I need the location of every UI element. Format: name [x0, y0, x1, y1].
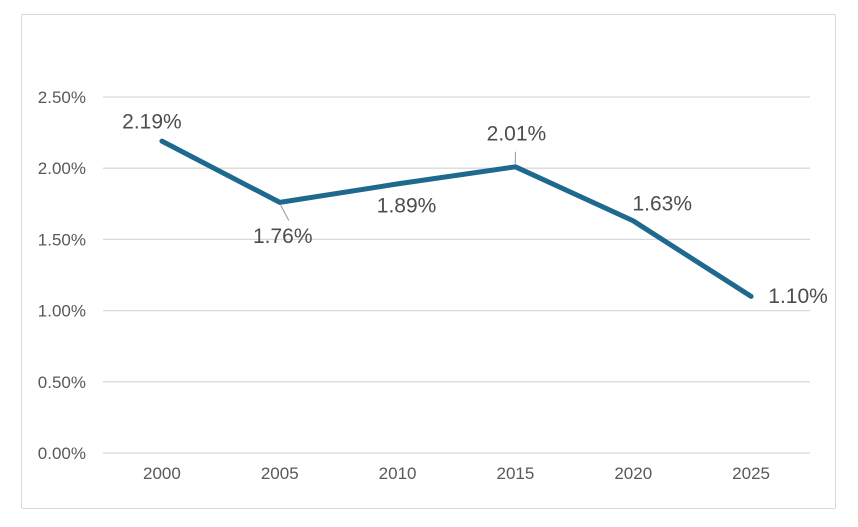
x-axis-tick-label: 2005	[261, 464, 299, 483]
x-axis-tick-label: 2010	[379, 464, 417, 483]
x-axis-tick-label: 2025	[732, 464, 770, 483]
y-axis-tick-label: 1.50%	[38, 230, 86, 249]
data-label: 1.10%	[768, 285, 828, 308]
x-axis-tick-label: 2000	[143, 464, 181, 483]
y-axis-tick-label: 0.50%	[38, 373, 86, 392]
x-axis-tick-label: 2015	[497, 464, 535, 483]
x-axis-tick-label: 2020	[614, 464, 652, 483]
y-axis-tick-label: 1.00%	[38, 302, 86, 321]
data-label: 2.01%	[487, 122, 547, 145]
y-axis-tick-label: 0.00%	[38, 444, 86, 463]
y-axis-tick-label: 2.00%	[38, 159, 86, 178]
data-label: 1.63%	[632, 192, 692, 215]
data-label: 1.89%	[377, 194, 437, 217]
series-line	[159, 138, 754, 299]
data-label: 1.76%	[253, 225, 313, 248]
data-label-leader-line	[280, 205, 290, 221]
data-label: 2.19%	[122, 111, 182, 134]
y-axis-tick-label: 2.50%	[38, 88, 86, 107]
